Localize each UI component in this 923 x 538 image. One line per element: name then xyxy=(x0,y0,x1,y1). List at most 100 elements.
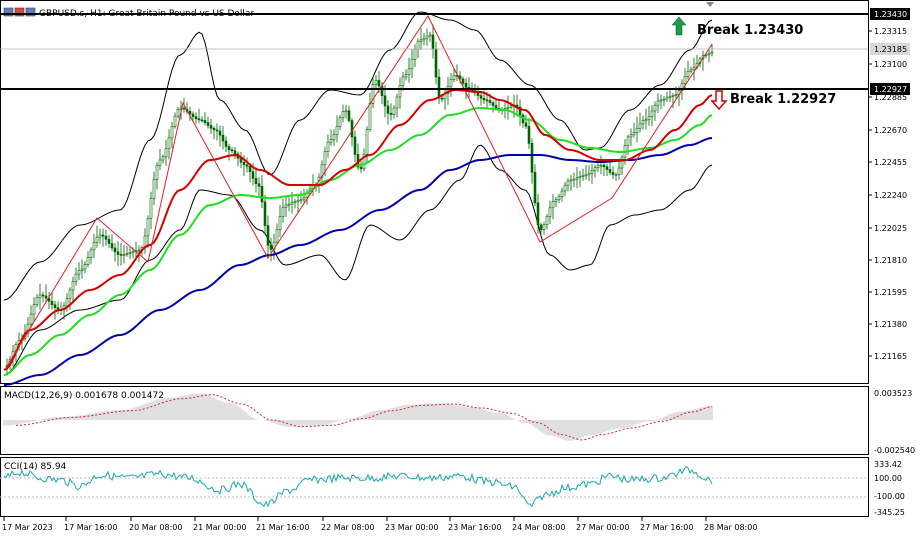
candle-body xyxy=(575,177,579,180)
candle-body xyxy=(146,218,150,237)
candle-body xyxy=(200,119,204,122)
break-down-label: Break 1.22927 xyxy=(730,92,836,107)
candle-body xyxy=(296,199,300,202)
candle-body xyxy=(380,85,384,97)
candle-body xyxy=(80,268,84,271)
candle-body xyxy=(227,146,231,151)
macd-label: MACD(12,26,9) 0.001678 0.001472 xyxy=(4,391,164,401)
resistance-price-tag-text: 1.23430 xyxy=(874,10,907,19)
candle-body xyxy=(662,98,666,101)
candle-body xyxy=(71,280,75,291)
price-tick-label: 1.22885 xyxy=(874,93,907,102)
support-price-tag-text: 1.22927 xyxy=(874,85,907,94)
candle-body xyxy=(518,106,522,116)
candle-body xyxy=(590,170,594,174)
candle-body xyxy=(152,179,156,199)
candle-body xyxy=(509,105,513,108)
candle-body xyxy=(647,116,651,121)
candle-body xyxy=(110,243,114,249)
candle-body xyxy=(359,166,363,170)
candle-body xyxy=(161,156,165,161)
cci-tick: -100.00 xyxy=(874,492,905,501)
candle-body xyxy=(563,184,567,192)
candle-body xyxy=(188,111,192,115)
price-tick-label: 1.22455 xyxy=(874,158,907,167)
candle-body xyxy=(641,120,645,125)
resistance-price-tag xyxy=(870,8,910,20)
candle-body xyxy=(377,80,381,87)
candle-body xyxy=(707,52,711,56)
candle-body xyxy=(620,156,624,169)
candle-body xyxy=(464,82,468,88)
price-tick-label: 1.23100 xyxy=(874,60,907,69)
price-tick-label: 1.22240 xyxy=(874,191,907,200)
cci-label: CCI(14) 85.94 xyxy=(4,462,67,472)
candle-body xyxy=(26,323,30,334)
candle-body xyxy=(287,203,291,206)
candle-body xyxy=(131,251,135,253)
candle-body xyxy=(587,172,591,176)
candle-body xyxy=(572,178,576,181)
candle-body xyxy=(584,174,588,177)
candle-body xyxy=(482,97,486,101)
candle-body xyxy=(656,100,660,106)
candle-body xyxy=(53,304,57,308)
price-tick-label: 1.21595 xyxy=(874,288,907,297)
price-axis[interactable]: 1.23315 1.23100 1.22885 1.22670 1.22455 1.222… xyxy=(868,27,907,361)
candle-body xyxy=(527,126,531,144)
candle-body xyxy=(209,125,213,129)
candle-body xyxy=(398,85,402,98)
candle-body xyxy=(581,174,585,177)
candle-body xyxy=(74,273,78,282)
cci-tick: -345.25 xyxy=(874,508,905,517)
candle-body xyxy=(692,67,696,71)
candle-body xyxy=(254,178,258,185)
candle-body xyxy=(413,48,417,60)
candle-body xyxy=(203,120,207,123)
price-tick-label: 1.22670 xyxy=(874,126,907,135)
candle-body xyxy=(101,234,105,237)
main-chart-panel[interactable] xyxy=(0,0,869,384)
time-tick-label: 22 Mar 08:00 xyxy=(321,523,374,532)
candle-body xyxy=(119,254,123,256)
candle-body xyxy=(221,134,225,142)
candle-body xyxy=(554,199,558,202)
candle-body xyxy=(278,216,282,231)
candle-body xyxy=(494,105,498,109)
candle-body xyxy=(611,172,615,175)
candle-body xyxy=(488,100,492,103)
price-tick-label: 1.23315 xyxy=(874,27,907,36)
candle-body xyxy=(182,107,186,110)
ma-fast-line xyxy=(3,89,713,371)
candle-body xyxy=(668,95,672,99)
candle-body xyxy=(461,78,465,84)
candle-body xyxy=(260,185,264,203)
candle-body xyxy=(566,180,570,186)
candle-body xyxy=(449,79,453,87)
cci-panel[interactable] xyxy=(0,457,869,517)
candle-body xyxy=(329,139,333,143)
candle-body xyxy=(77,269,81,275)
candle-body xyxy=(605,166,609,170)
candle-body xyxy=(416,41,420,50)
candle-body xyxy=(332,134,336,140)
candle-body xyxy=(626,136,630,146)
window-icons xyxy=(3,7,36,17)
macd-panel[interactable] xyxy=(0,386,869,455)
candle-body xyxy=(176,109,180,117)
candle-body xyxy=(191,113,195,117)
price-tick-label: 1.21810 xyxy=(874,256,907,265)
time-axis[interactable]: 17 Mar 2023 17 Mar 16:00 20 Mar 08:00 21 Ma… xyxy=(2,517,757,532)
candle-body xyxy=(47,297,51,302)
time-tick-label: 28 Mar 08:00 xyxy=(704,523,757,532)
candle-body xyxy=(158,159,162,166)
candle-body xyxy=(68,289,72,300)
candle-body xyxy=(665,97,669,100)
break-up-label: Break 1.23430 xyxy=(697,23,803,38)
support-price-tag xyxy=(870,83,910,95)
moving-averages xyxy=(3,89,713,386)
candle-body xyxy=(710,51,714,54)
price-tick-label: 1.21165 xyxy=(874,352,907,361)
candle-body xyxy=(437,76,441,99)
